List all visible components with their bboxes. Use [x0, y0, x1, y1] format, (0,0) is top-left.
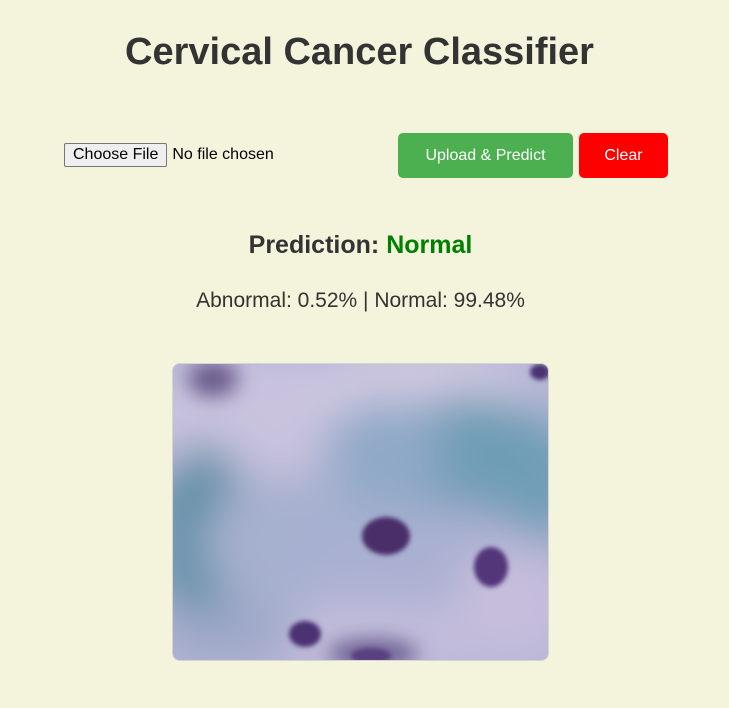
prediction-label: Prediction: — [248, 231, 380, 259]
file-status-text: No file chosen — [172, 146, 274, 163]
preview-image — [172, 363, 549, 661]
choose-file-button[interactable]: Choose File — [64, 143, 168, 167]
probabilities-text: Abnormal: 0.52% | Normal: 99.48% — [196, 289, 525, 312]
page-title: Cervical Cancer Classifier — [125, 31, 594, 73]
cell-micrograph-image — [173, 364, 548, 660]
file-picker[interactable]: Choose File No file chosen — [64, 143, 274, 167]
prediction-value: Normal — [386, 231, 473, 259]
upload-predict-button[interactable]: Upload & Predict — [398, 133, 573, 178]
clear-button[interactable]: Clear — [579, 133, 668, 178]
prediction-result: Prediction: Normal — [0, 231, 721, 260]
